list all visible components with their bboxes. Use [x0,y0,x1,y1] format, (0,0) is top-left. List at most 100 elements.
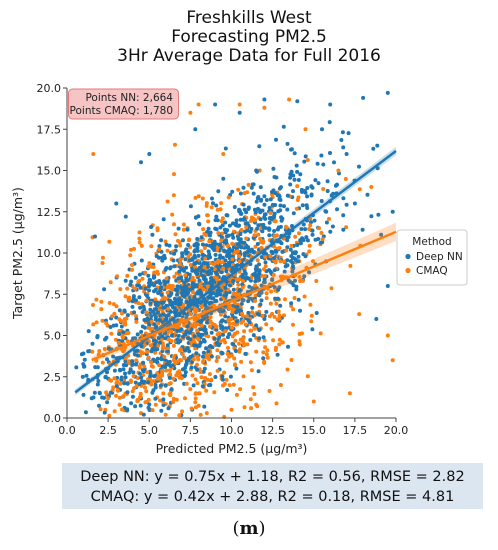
data-point-deep-nn-1310 [257,328,262,332]
data-point-deep-nn-352 [130,304,135,309]
data-point-cmaq-1529 [193,391,198,396]
data-point-cmaq-465 [215,207,220,212]
data-point-deep-nn-1693 [231,287,236,292]
data-point-deep-nn-1935 [201,350,206,355]
data-point-cmaq-2475 [157,247,162,252]
data-point-deep-nn-1263 [186,243,191,247]
data-point-deep-nn-1624 [150,347,155,351]
data-point-deep-nn-2356 [305,194,310,199]
data-point-cmaq-2027 [233,338,238,343]
data-point-cmaq-2413 [190,275,195,280]
data-point-cmaq-2297 [143,385,147,390]
data-point-cmaq-1845 [174,397,179,402]
data-point-cmaq-168 [173,232,178,237]
data-point-cmaq-2445 [219,312,223,317]
data-point-cmaq-2032 [252,392,257,396]
data-point-deep-nn-256 [341,213,346,218]
data-point-deep-nn-2656 [160,334,165,339]
data-point-deep-nn-2184 [329,193,334,198]
data-point-deep-nn-1954 [103,374,108,379]
data-point-deep-nn-2618 [242,240,247,245]
data-point-deep-nn-2023 [285,238,290,243]
data-point-cmaq-1857 [261,239,266,244]
data-point-deep-nn-80 [133,404,138,409]
data-point-deep-nn-209 [111,354,116,359]
data-point-deep-nn-303 [312,218,317,223]
data-point-deep-nn-332 [298,308,302,313]
data-point-deep-nn-2169 [214,270,218,275]
y-tick-label-1: 2.5 [44,371,62,384]
data-point-deep-nn-1784 [230,232,235,237]
data-point-cmaq-2521 [184,381,189,386]
data-point-deep-nn-2526 [168,302,173,307]
data-point-deep-nn-747 [146,273,151,278]
data-point-deep-nn-2379 [143,286,148,291]
data-point-cmaq-2208 [195,322,200,327]
data-point-cmaq-1895 [160,371,165,376]
data-point-deep-nn-2157 [277,186,282,191]
data-point-deep-nn-1575 [102,410,107,415]
data-point-deep-nn-2647 [153,315,158,320]
data-point-deep-nn-1559 [141,369,146,374]
data-point-cmaq-1421 [182,323,187,328]
data-point-deep-nn-627 [191,383,196,388]
data-point-cmaq-1830 [98,407,103,412]
data-point-cmaq-2205 [242,191,247,196]
data-point-deep-nn-454 [114,201,119,206]
data-point-cmaq-2602 [205,377,210,382]
data-point-cmaq-513 [234,392,239,397]
data-point-deep-nn-639 [196,253,201,258]
data-point-deep-nn-2420 [375,166,380,171]
data-point-deep-nn-1465 [300,203,305,208]
data-point-cmaq-2615 [147,261,152,266]
data-point-deep-nn-2543 [158,318,163,323]
data-point-cmaq-1680 [219,238,224,243]
data-point-deep-nn-1816 [288,172,293,177]
data-point-deep-nn-2014 [185,227,190,232]
data-point-cmaq-1010 [251,385,256,390]
data-point-cmaq-1413 [164,368,169,373]
data-point-cmaq-1967 [149,319,154,324]
data-point-cmaq-1446 [115,379,120,384]
data-point-deep-nn-2433 [192,253,197,258]
data-point-deep-nn-2156 [242,216,247,221]
x-tick-label-3: 7.5 [182,424,200,437]
data-point-deep-nn-942 [183,370,188,375]
data-point-deep-nn-2240 [309,193,314,198]
data-point-deep-nn-2310 [219,319,224,324]
y-tick-label-4: 10.0 [37,247,62,260]
data-point-cmaq-1828 [327,216,331,221]
data-point-deep-nn-2007 [258,217,263,222]
data-point-cmaq-1779 [123,294,128,299]
data-point-cmaq-804 [111,385,116,390]
data-point-deep-nn-960 [292,151,297,156]
data-point-deep-nn-1925 [182,289,187,294]
data-point-cmaq-2286 [130,263,134,267]
data-point-cmaq-596 [254,335,259,340]
data-point-deep-nn-1898 [274,137,278,142]
data-point-cmaq-2559 [240,285,245,290]
data-point-deep-nn-1668 [213,375,218,379]
y-tick-label-6: 15.0 [37,165,62,178]
data-point-cmaq-1858 [104,321,109,326]
data-point-cmaq-2406 [208,319,213,324]
data-point-deep-nn-2259 [361,95,366,100]
data-point-deep-nn-2313 [112,368,117,373]
data-point-deep-nn-2139 [166,406,171,411]
data-point-deep-nn-2392 [158,340,163,345]
data-point-cmaq-1696 [264,322,269,327]
data-point-deep-nn-2575 [139,329,144,334]
data-point-cmaq-1336 [294,206,299,211]
data-point-cmaq-1689 [153,350,158,355]
data-point-cmaq-1224 [227,383,232,388]
data-point-deep-nn-770 [125,313,130,318]
data-point-cmaq-1011 [189,323,194,328]
data-point-deep-nn-2393 [233,348,238,353]
data-point-deep-nn-2518 [240,282,245,287]
data-point-deep-nn-277 [294,163,299,168]
data-point-deep-nn-1049 [324,220,329,225]
data-point-deep-nn-556 [379,232,384,237]
data-point-deep-nn-2293 [237,110,242,115]
data-point-cmaq-1646 [193,400,198,405]
data-point-cmaq-2492 [218,339,223,344]
